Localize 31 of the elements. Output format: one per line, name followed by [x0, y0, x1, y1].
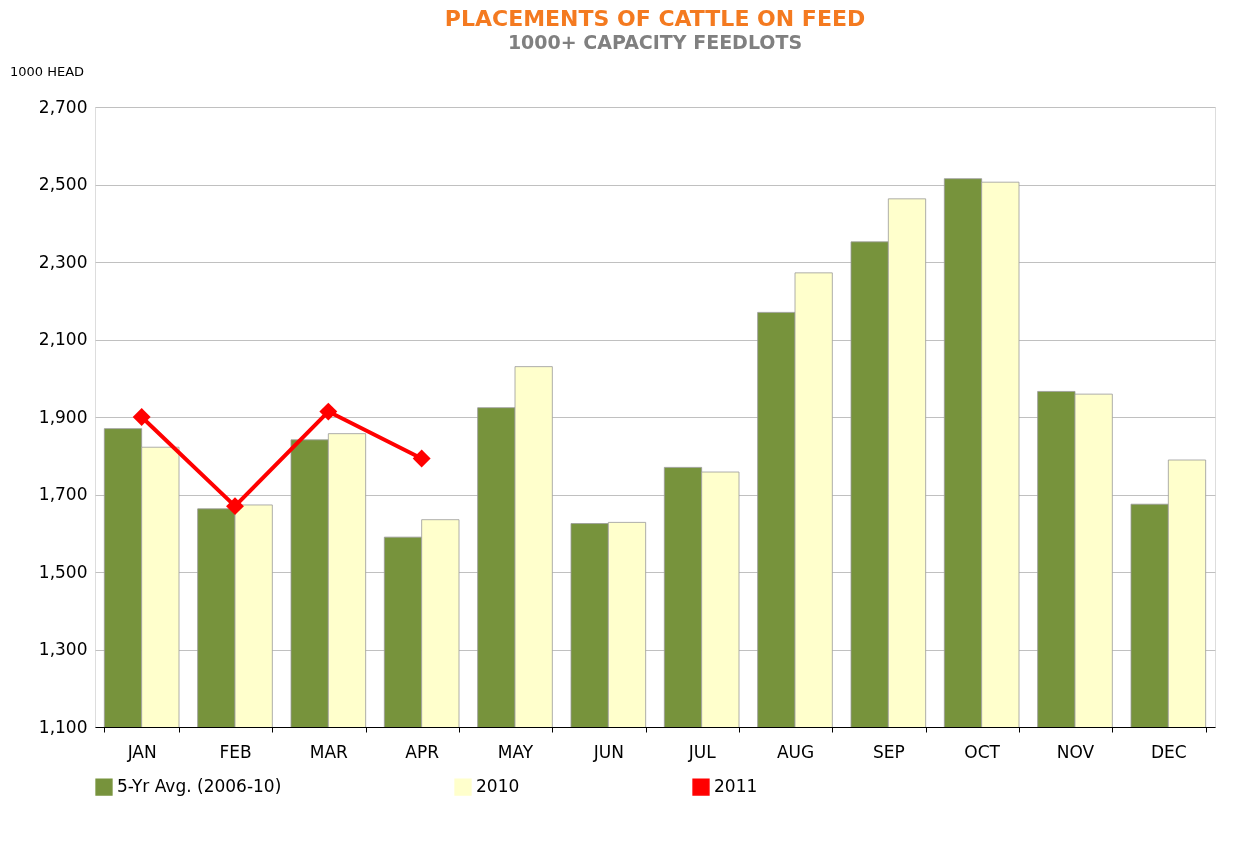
y-tick-label: 1,100	[38, 716, 88, 737]
y-tick-label: 2,500	[38, 174, 88, 194]
y-tick-label: 2,700	[38, 96, 88, 117]
x-tick-label: DEC	[1150, 741, 1187, 762]
x-tick-label: AUG	[776, 741, 815, 762]
y-tick-label: 1,700	[38, 484, 88, 504]
point	[226, 497, 244, 516]
point	[319, 402, 338, 421]
x-tick-label: APR	[405, 741, 440, 762]
x-tick-label: NOV	[1056, 741, 1095, 762]
x-tick-label: JUN	[592, 741, 624, 762]
chart-title: PLACEMENTS OF CATTLE ON FEED	[444, 6, 866, 31]
y-tick-label: 1,900	[38, 406, 88, 427]
point	[132, 408, 151, 426]
chart-subtitle: 1000+ CAPACITY FEEDLOTS	[507, 31, 803, 53]
x-tick-label: OCT	[964, 741, 1001, 762]
y-tick-label: 1,500	[38, 561, 88, 582]
x-tick-label: SEP	[872, 741, 905, 762]
y-tick-label: 1,300	[38, 639, 88, 659]
y-tick-label: 2,100	[38, 329, 88, 349]
legend-label: 2010	[476, 776, 520, 797]
x-tick-label: FEB	[219, 741, 252, 762]
x-tick-label: MAY	[497, 741, 534, 762]
y-tick-label: 2,300	[38, 251, 88, 272]
point	[412, 449, 431, 468]
x-tick-label: MAR	[309, 741, 349, 762]
legend-label: 2011	[714, 776, 758, 797]
legend-label: 5-Yr Avg. (2006-10)	[117, 776, 282, 797]
x-tick-label: JAN	[126, 741, 157, 762]
y-axis-title: 1000 HEAD	[10, 64, 85, 79]
x-tick-label: JUL	[687, 741, 717, 762]
